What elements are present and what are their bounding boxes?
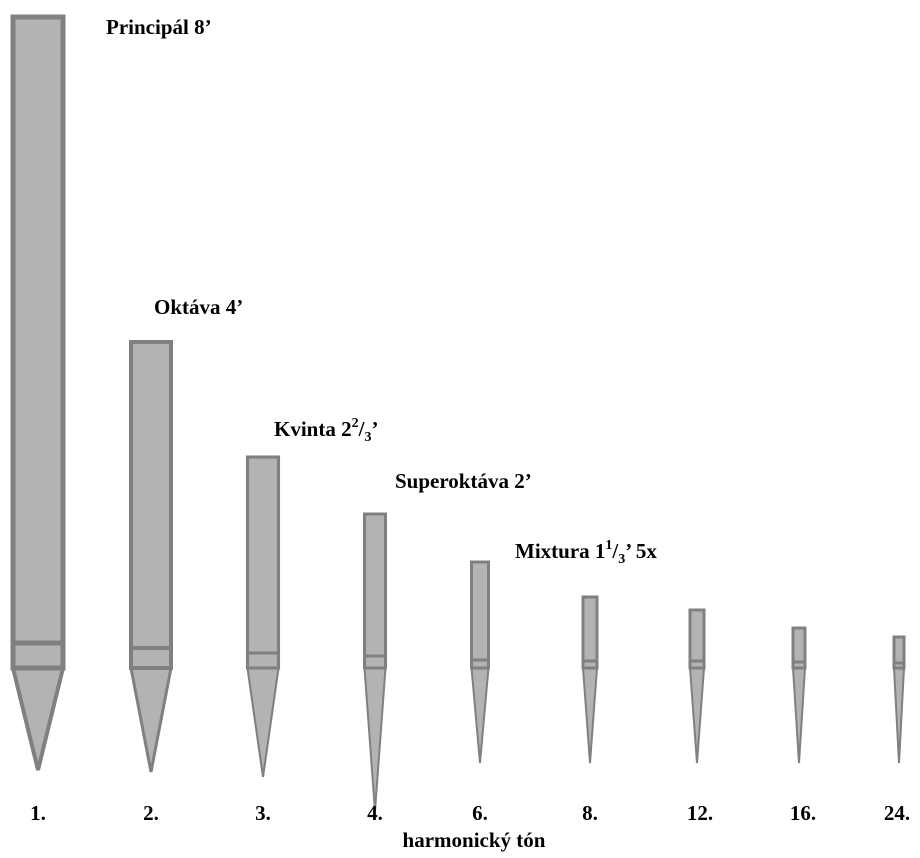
organ-pipe [245,455,281,778]
organ-pipe [688,608,706,764]
pipe-label: Kvinta 22/3’ [274,416,378,445]
pipe-body [688,608,706,670]
pipes-layer [10,14,906,812]
pipe-label-fraction-denominator: 3 [364,430,371,445]
pipe-label-fraction-denominator: 3 [618,552,625,567]
pipe-body [10,14,66,671]
pipe-label: Principál 8’ [106,15,212,39]
harmonic-tick-label: 24. [884,801,910,825]
organ-pipe [10,14,66,771]
pipe-label-suffix: ’ 5x [625,539,657,563]
pipe-label-fraction-numerator: 2 [352,416,359,431]
pipe-body [791,626,807,670]
pipe-label-name: Kvinta [274,417,341,441]
harmonic-tick-label: 1. [30,801,46,825]
pipe-label-fraction-slash: / [611,539,619,563]
pipe-label-fraction-numerator: 1 [605,538,612,553]
pipe-label-name: Mixtura [515,539,595,563]
pipe-label-suffix: ’ [236,295,243,319]
pipe-foot [246,666,280,778]
pipe-foot [688,667,706,764]
harmonic-tick-label: 2. [143,801,159,825]
pipe-label: Mixtura 11/3’ 5x [515,538,657,567]
harmonic-tick-label: 16. [790,801,816,825]
pipe-body [581,595,599,670]
organ-pipe [470,560,490,764]
harmonic-tick-label: 4. [367,801,383,825]
organ-pipe [129,340,173,773]
organ-pipe [363,512,387,812]
pipe-label-name: Principál [106,15,194,39]
pipe-foot [791,667,807,764]
pipe-body [129,340,173,670]
pipe-label-size: 4 [226,295,237,319]
pipe-label-suffix: ’ [525,469,532,493]
organ-pipe [791,626,807,764]
labels-layer: Principál 8’Oktáva 4’Kvinta 22/3’Superok… [106,15,657,567]
pipe-label-size: 2 [514,469,525,493]
pipe-label: Superoktáva 2’ [395,469,532,493]
pipe-body [892,635,906,670]
harmonic-tick-label: 3. [255,801,271,825]
organ-pipe [892,635,906,764]
harmonic-tick-label: 6. [472,801,488,825]
pipe-label-name: Oktáva [154,295,226,319]
pipe-foot [129,666,173,773]
pipe-label: Oktáva 4’ [154,295,243,319]
pipe-label-size: 2 [341,417,352,441]
pipe-body [470,560,490,670]
pipe-label-size: 8 [194,15,205,39]
axis-title: harmonický tón [403,828,546,852]
pipe-foot [581,667,599,764]
organ-pipe [581,595,599,764]
pipe-label-name: Superoktáva [395,469,514,493]
pipe-foot [10,666,66,771]
harmonic-tick-label: 8. [582,801,598,825]
harmonic-tick-label: 12. [687,801,713,825]
pipe-label-suffix: ’ [371,417,378,441]
pipe-label-size: 1 [595,539,606,563]
pipe-body [245,455,281,670]
pipe-label-fraction-slash: / [358,417,366,441]
pipe-label-suffix: ’ [205,15,212,39]
pipe-foot [892,667,906,764]
pipe-foot [363,667,387,812]
pipe-body [363,512,387,670]
pipe-foot [470,667,490,764]
harmonic-ticks: 1. 2. 3. 4. 6. 8. 12. 16. 24. [30,801,910,825]
